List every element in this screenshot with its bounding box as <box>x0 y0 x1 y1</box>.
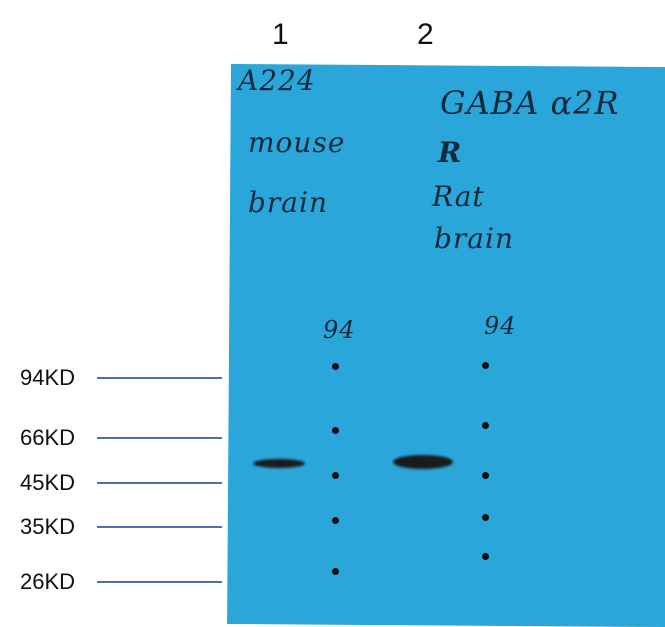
ladder-dot <box>332 517 339 524</box>
ladder-dot <box>482 362 489 369</box>
lane-1-label: 1 <box>272 18 289 51</box>
marker-line <box>97 482 222 484</box>
ladder-dot <box>482 422 489 429</box>
ladder-dot <box>332 472 339 479</box>
marker-94kd: 94KD <box>20 365 76 390</box>
marker-66kd: 66KD <box>20 425 76 450</box>
handwriting-gaba: GABA α2R <box>440 84 620 122</box>
marker-26kd: 26KD <box>20 569 76 594</box>
ladder-dot <box>332 568 339 575</box>
marker-line <box>97 377 222 379</box>
ladder-dot <box>482 472 489 479</box>
handwriting-brain-2: brain <box>434 222 514 255</box>
ladder-dot <box>332 363 339 370</box>
marker-line <box>97 437 222 439</box>
marker-line <box>97 526 222 528</box>
handwriting-a224: A224 <box>238 64 316 97</box>
band-lane-2 <box>393 455 453 469</box>
ladder-dot <box>482 553 489 560</box>
handwriting-brain: brain <box>248 186 328 219</box>
band-lane-1 <box>253 459 305 468</box>
lane-2-label: 2 <box>417 18 434 51</box>
ladder-dot <box>482 514 489 521</box>
ladder-note-2: 94 <box>484 312 517 340</box>
marker-35kd: 35KD <box>20 514 76 539</box>
handwriting-mouse: mouse <box>248 126 346 159</box>
handwriting-scribble: R <box>438 136 463 169</box>
marker-line <box>97 581 222 583</box>
ladder-dot <box>332 427 339 434</box>
handwriting-rat: Rat <box>432 180 485 213</box>
ladder-note-1: 94 <box>323 316 356 344</box>
marker-45kd: 45KD <box>20 470 76 495</box>
